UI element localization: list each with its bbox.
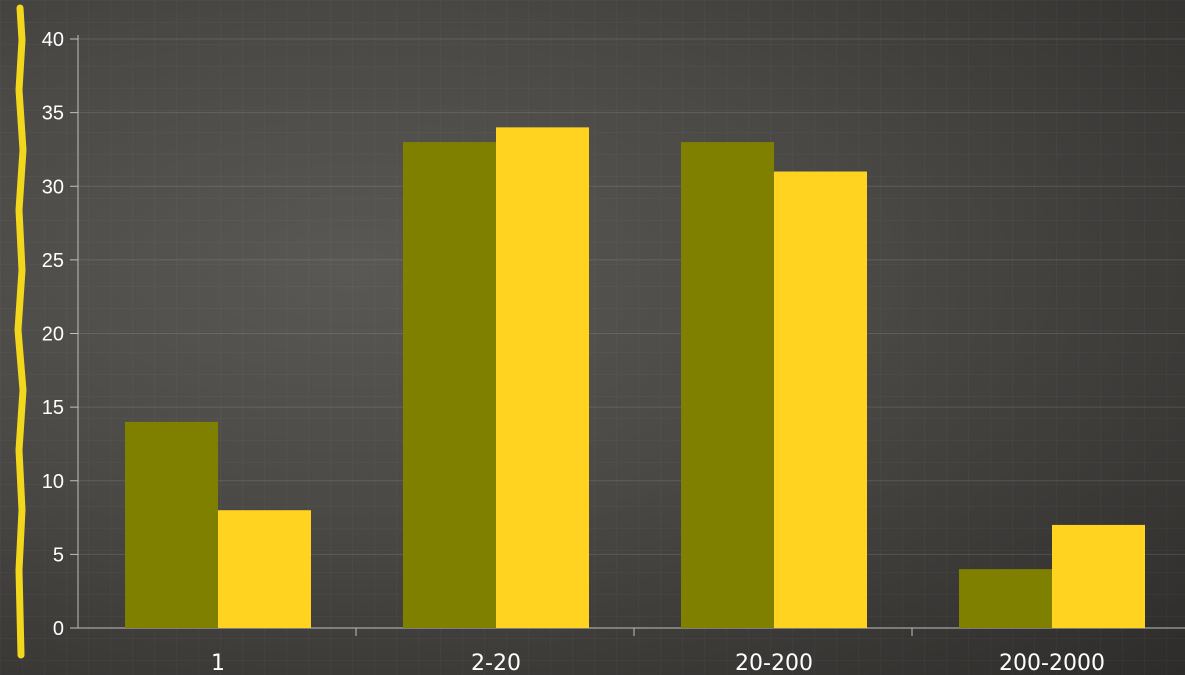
x-tick-label-1: 2-20 [471,651,521,675]
bar-series1-0 [125,421,218,628]
bars [125,127,1145,628]
y-tick-label-7: 35 [42,103,64,125]
bar-series1-2 [681,142,774,628]
highlight-marker [14,4,27,659]
y-tick-label-2: 10 [42,471,64,493]
x-tick-label-3: 200-2000 [999,651,1105,675]
bar-series2-0 [218,510,311,628]
x-tick-labels: 1 2-20 20-200 200-2000 [211,651,1105,675]
y-tick-label-1: 5 [53,544,64,566]
bar-series1-1 [403,142,496,628]
y-tick-label-4: 20 [42,324,64,346]
y-tick-label-6: 30 [42,176,64,198]
x-tick-label-0: 1 [211,651,225,675]
x-tick-label-2: 20-200 [735,651,813,675]
y-tick-label-3: 15 [42,397,64,419]
bar-series2-2 [774,171,867,628]
y-tick-label-5: 25 [42,250,64,272]
bar-series1-3 [959,569,1052,628]
y-tick-label-8: 40 [42,29,64,51]
bar-series2-3 [1052,524,1145,628]
bar-series2-1 [496,127,589,628]
y-tick-labels: 0 5 10 15 20 25 30 35 40 [42,29,64,640]
y-tick-label-0: 0 [53,618,64,640]
